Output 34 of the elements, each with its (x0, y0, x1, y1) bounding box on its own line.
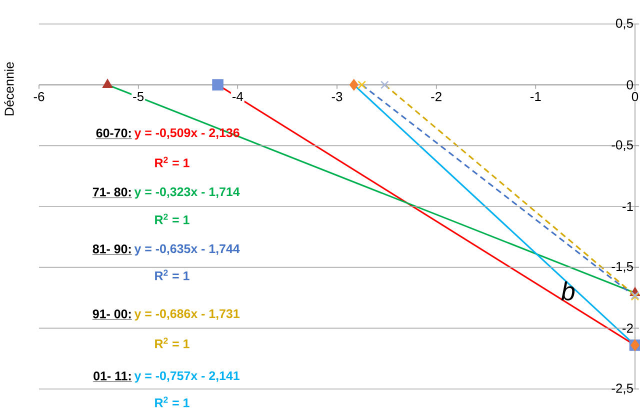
annotation: 81- 90: (92, 244, 131, 254)
point (212, 79, 224, 90)
annotation: 01- 11: (94, 372, 131, 380)
x-tick-label: -2 (431, 92, 442, 102)
annotation: y = -0,757x - 2,141 (134, 371, 240, 383)
x-tick-label: -3 (332, 92, 342, 102)
annotation: 91- 00: (92, 310, 131, 318)
x-tick-label: -5 (133, 92, 144, 102)
point (349, 79, 358, 90)
annotation: R$^{2}$ = 1 (155, 270, 190, 280)
y-tick-label: -2,5 (612, 384, 633, 394)
y-tick-label: -2 (622, 324, 633, 333)
point (358, 80, 366, 90)
annotation: R$^{2}$ = 1 (155, 214, 190, 224)
x-tick-label: -1 (530, 92, 541, 101)
x-tick-label: -4 (232, 92, 244, 101)
annotation: y = -0,635x - 1,744 (134, 244, 240, 256)
annotation: R$^{2}$ = 1 (155, 156, 190, 168)
y-tick-label: 0,5 (616, 18, 633, 30)
annotation: 60-70: (96, 128, 131, 138)
y-tick-label: -0,5 (612, 140, 633, 152)
y-tick-label: -1 (622, 202, 633, 211)
annotation: R$^{2}$ = 1 (155, 338, 190, 348)
point (102, 79, 113, 88)
x-tick-label: -6 (34, 92, 44, 102)
annotation: 71- 80: (92, 188, 131, 196)
text: R$^{2}$ = 1 (155, 396, 190, 408)
y-axis-title: Décennie (4, 62, 14, 116)
y-tick-label: -1,5 (612, 262, 633, 273)
point (380, 80, 389, 90)
y-tick-label: 0 (626, 80, 633, 90)
annotation: y = -0,323x - 1,714 (134, 187, 240, 199)
annotation: y = -0,686x - 1,731 (134, 309, 240, 321)
annotation: b (561, 281, 575, 300)
